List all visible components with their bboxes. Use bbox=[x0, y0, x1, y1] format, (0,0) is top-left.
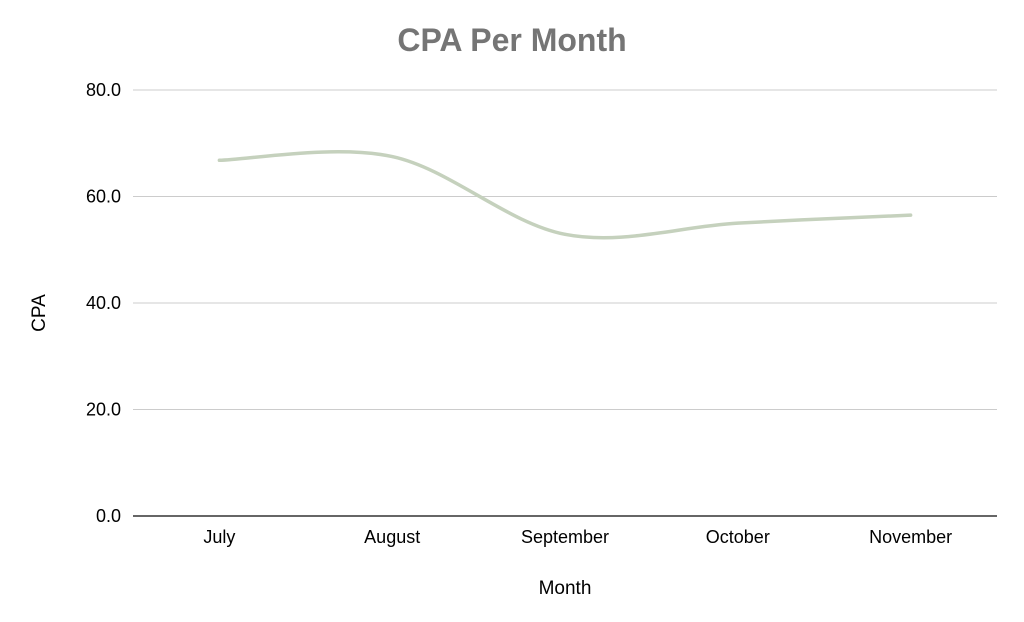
data-point bbox=[563, 232, 567, 236]
x-tick-label: August bbox=[364, 527, 420, 547]
data-point bbox=[390, 155, 394, 159]
y-tick-label: 60.0 bbox=[86, 187, 121, 207]
y-axis-label: CPA bbox=[29, 294, 50, 332]
y-tick-label: 80.0 bbox=[86, 80, 121, 100]
x-tick-label: September bbox=[521, 527, 609, 547]
chart-title: CPA Per Month bbox=[397, 22, 626, 58]
y-tick-label: 0.0 bbox=[96, 506, 121, 526]
data-point bbox=[909, 213, 913, 217]
y-axis-ticks: 0.0 20.0 40.0 60.0 80.0 bbox=[86, 80, 121, 526]
data-point bbox=[217, 158, 221, 162]
x-axis-ticks: July August September October November bbox=[203, 527, 952, 547]
series-group bbox=[217, 150, 913, 240]
y-tick-label: 40.0 bbox=[86, 293, 121, 313]
y-tick-label: 20.0 bbox=[86, 400, 121, 420]
x-tick-label: October bbox=[706, 527, 770, 547]
gridlines bbox=[133, 89, 997, 517]
data-point bbox=[736, 221, 740, 225]
x-tick-label: November bbox=[869, 527, 952, 547]
cpa-series-line bbox=[217, 150, 913, 240]
x-axis-label: Month bbox=[539, 578, 592, 599]
x-tick-label: July bbox=[203, 527, 235, 547]
